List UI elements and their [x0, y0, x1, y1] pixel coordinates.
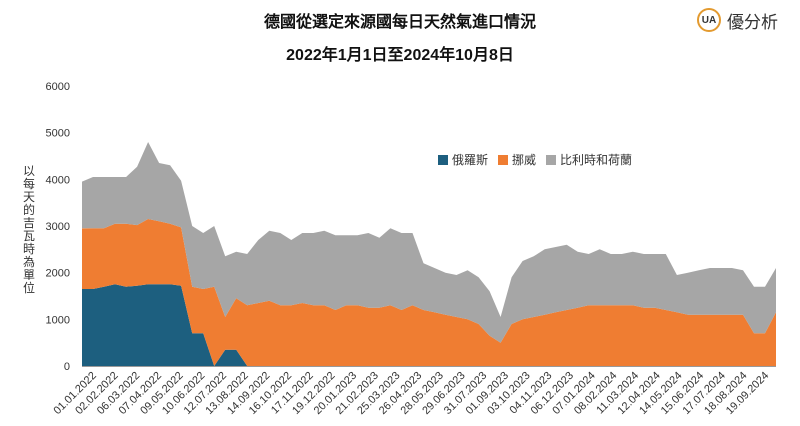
chart-title: 德國從選定來源國每日天然氣進口情況: [263, 14, 536, 31]
y-tick-label: 4000: [46, 174, 70, 186]
area-russia: [82, 284, 776, 366]
y-tick-label: 3000: [46, 221, 70, 233]
logo-text: 優分析: [727, 12, 778, 32]
legend-item-benelux: 比利時和荷蘭: [546, 151, 632, 168]
area-benelux: [82, 142, 776, 343]
y-tick-label: 5000: [46, 128, 70, 140]
y-tick-label: 2000: [46, 268, 70, 280]
chart-legend: 俄羅斯 挪威 比利時和荷蘭: [438, 151, 632, 168]
y-axis-label: 以每天的吉瓦時為單位: [22, 164, 35, 295]
chart-subtitle: 2022年1月1日至2024年10月8日: [286, 47, 514, 64]
legend-swatch-norway: [498, 154, 509, 165]
legend-label-benelux: 比利時和荷蘭: [560, 153, 633, 167]
x-axis: 01.01.202202.02.202206.03.202207.04.2022…: [52, 366, 776, 417]
legend-item-norway: 挪威: [498, 151, 536, 168]
y-tick-label: 6000: [46, 81, 70, 93]
y-axis: 0 1000 2000 3000 4000 5000 6000: [46, 81, 70, 373]
brand-logo: UA 優分析: [697, 6, 792, 34]
legend-label-norway: 挪威: [512, 153, 537, 167]
y-tick-label: 1000: [46, 314, 70, 326]
area-norway: [82, 219, 776, 366]
legend-item-russia: 俄羅斯: [438, 151, 488, 168]
legend-swatch-russia: [438, 154, 448, 165]
legend-label-russia: 俄羅斯: [452, 153, 489, 167]
y-tick-label: 0: [64, 361, 70, 373]
chart-areas: [82, 142, 776, 366]
legend-swatch-benelux: [546, 154, 557, 165]
logo-mark-icon: UA: [697, 8, 721, 32]
